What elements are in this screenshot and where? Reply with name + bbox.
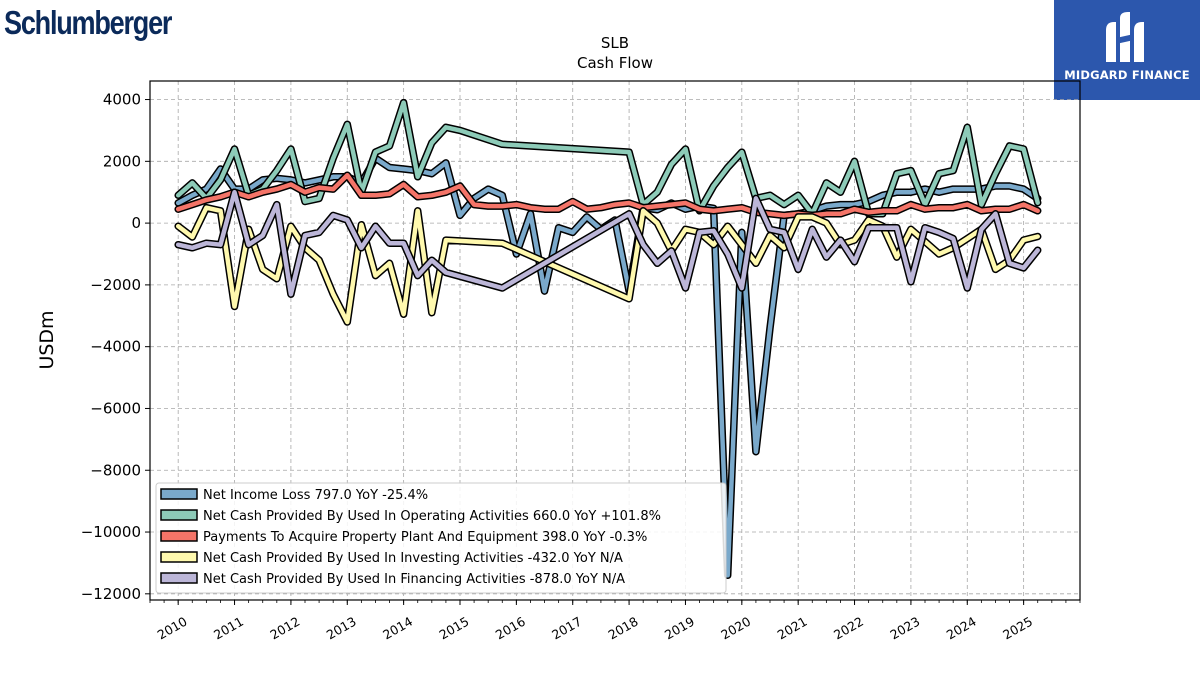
x-tick-label: 2024	[944, 614, 979, 643]
series-line-1	[175, 100, 1040, 217]
x-tick-label: 2015	[436, 614, 471, 643]
legend-entry: Payments To Acquire Property Plant And E…	[203, 530, 647, 545]
legend-entry: Net Cash Provided By Used In Investing A…	[203, 551, 623, 566]
series-lines	[174, 98, 1042, 580]
legend-entry: Net Cash Provided By Used In Financing A…	[203, 572, 625, 587]
x-tick-label: 2020	[718, 614, 753, 643]
y-axis-label: USDm	[36, 310, 58, 369]
x-tick-label: 2011	[211, 614, 246, 643]
chart-subtitle: Cash Flow	[577, 54, 653, 72]
y-tick-label: 2000	[103, 152, 141, 170]
midgard-finance-name: MIDGARD FINANCE	[1064, 68, 1190, 82]
x-tick-label: 2021	[775, 614, 810, 643]
y-tick-label: −2000	[90, 276, 141, 294]
x-tick-label: 2018	[606, 614, 641, 643]
y-tick-label: 0	[131, 214, 141, 232]
legend-swatch	[160, 509, 198, 521]
legend-swatch	[160, 551, 198, 563]
chart-title: SLB	[601, 34, 629, 52]
midgard-emblem-icon	[1106, 12, 1144, 62]
legend-entry: Net Cash Provided By Used In Operating A…	[203, 509, 661, 524]
y-tick-label: −6000	[90, 399, 141, 417]
x-tick-label: 2023	[887, 614, 922, 643]
x-tick-label: 2019	[662, 614, 697, 643]
legend-swatch	[160, 530, 198, 542]
x-tick-label: 2022	[831, 614, 866, 643]
x-tick-label: 2017	[549, 614, 584, 643]
x-tick-label: 2010	[155, 614, 190, 643]
legend-swatch	[160, 488, 198, 500]
midgard-finance-logo: MIDGARD FINANCE	[1054, 0, 1200, 100]
schlumberger-logo: Schlumberger	[4, 4, 172, 41]
x-tick-label: 2012	[267, 614, 302, 643]
x-tick-label: 2016	[493, 614, 528, 643]
y-tick-label: 4000	[103, 91, 141, 109]
legend-box	[155, 482, 727, 594]
x-tick-label: 2014	[380, 614, 415, 643]
series-outline-1	[174, 98, 1042, 218]
series-line-4	[175, 189, 1040, 297]
y-tick-label: −4000	[90, 338, 141, 356]
y-tick-label: −10000	[81, 523, 141, 541]
legend-swatch	[160, 572, 198, 584]
x-tick-label: 2013	[324, 614, 359, 643]
legend: Net Income Loss 797.0 YoY -25.4% Net Cash…	[155, 482, 727, 594]
series-line-2	[175, 172, 1040, 218]
y-tick-label: −12000	[81, 585, 141, 603]
legend-entry: Net Income Loss 797.0 YoY -25.4%	[203, 488, 428, 503]
y-tick-label: −8000	[90, 461, 141, 479]
x-tick-label: 2025	[1000, 614, 1035, 643]
